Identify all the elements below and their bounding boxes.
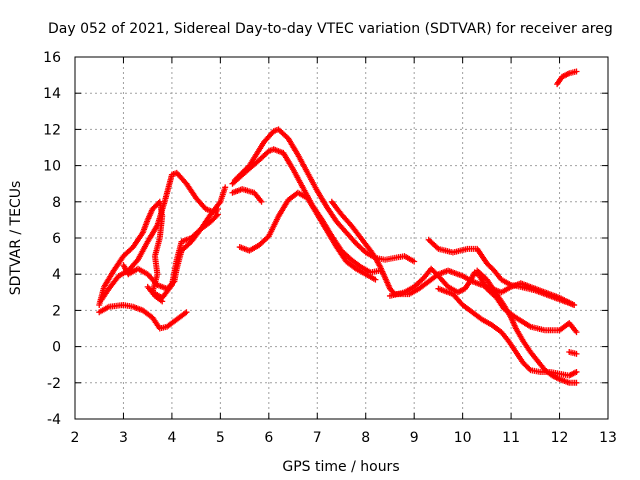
y-tick-label: 10 — [43, 159, 61, 175]
series-trace-4 — [120, 184, 229, 292]
y-tick-label: 2 — [52, 303, 61, 319]
y-tick-label: 0 — [52, 340, 61, 356]
y-tick-label: 4 — [52, 267, 61, 283]
x-tick-label: 6 — [264, 430, 273, 446]
series-trace-13 — [435, 285, 580, 379]
x-tick-label: 4 — [167, 430, 176, 446]
x-tick-label: 8 — [361, 430, 370, 446]
x-tick-label: 7 — [313, 430, 322, 446]
x-tick-label: 9 — [410, 430, 419, 446]
data-point — [258, 198, 265, 205]
x-tick-label: 5 — [216, 430, 225, 446]
data-point — [573, 350, 580, 357]
y-tick-label: -2 — [47, 376, 61, 392]
series-trace-6 — [229, 186, 265, 205]
data-point — [183, 309, 190, 316]
series-trace-11 — [386, 265, 580, 336]
data-point — [573, 68, 580, 75]
data-point — [170, 279, 177, 286]
data-point — [372, 276, 379, 283]
x-tick-label: 12 — [551, 430, 569, 446]
series-trace-14 — [474, 267, 580, 386]
data-point — [222, 184, 229, 191]
y-tick-label: 14 — [43, 86, 61, 102]
series-trace-15 — [566, 349, 580, 357]
series-trace-8 — [231, 126, 418, 265]
data-point — [573, 379, 580, 386]
series-layer — [96, 68, 580, 386]
x-tick-label: 2 — [71, 430, 80, 446]
y-tick-label: 12 — [43, 122, 61, 138]
data-point — [571, 301, 578, 308]
x-axis-label: GPS time / hours — [282, 459, 399, 475]
series-trace-16 — [554, 68, 580, 88]
y-axis-label: SDTVAR / TECUs — [8, 181, 24, 296]
ticks: 2 3 4 5 6 7 8 9 10 11 12 13 -4 -2 0 2 4 6 8 10 12 14 16 — [43, 50, 617, 446]
y-tick-label: 6 — [52, 231, 61, 247]
series-trace-1 — [96, 301, 190, 332]
y-tick-label: 16 — [43, 50, 61, 66]
series-trace-3 — [98, 169, 221, 303]
x-tick-label: 13 — [599, 430, 617, 446]
x-tick-label: 3 — [119, 430, 128, 446]
data-point — [159, 298, 166, 305]
series-trace-9 — [236, 189, 379, 283]
data-point — [573, 329, 580, 336]
x-tick-label: 10 — [454, 430, 472, 446]
data-point — [411, 258, 418, 265]
y-tick-label: -4 — [47, 412, 61, 428]
data-point — [573, 368, 580, 375]
x-tick-label: 11 — [502, 430, 520, 446]
series-trace-5 — [144, 283, 166, 305]
series-trace-12 — [425, 236, 578, 308]
data-point — [526, 365, 533, 372]
grid — [75, 57, 608, 419]
y-tick-label: 8 — [52, 195, 61, 211]
chart-title: Day 052 of 2021, Sidereal Day-to-day VTE… — [48, 21, 613, 37]
